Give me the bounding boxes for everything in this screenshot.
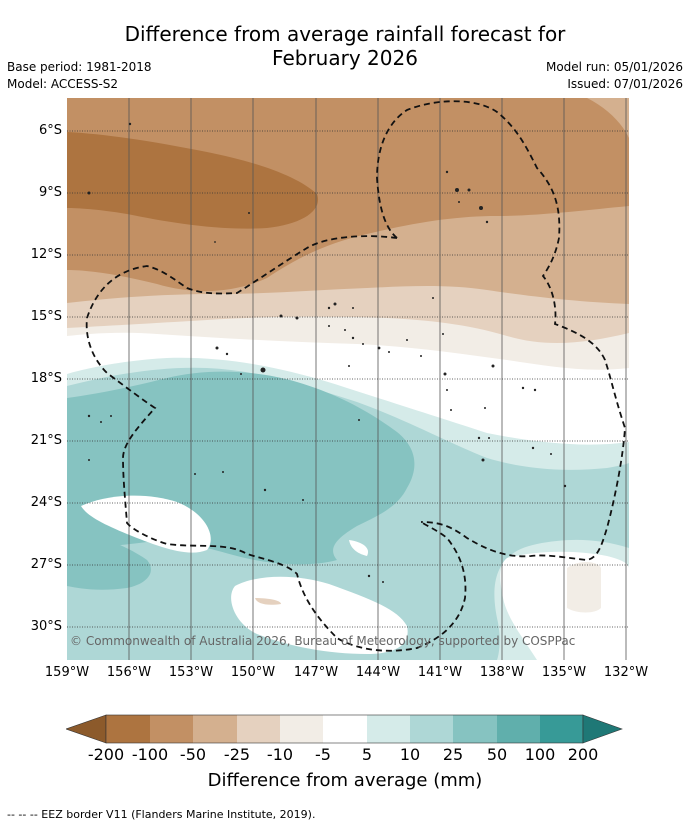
colorbar-segment [150, 715, 193, 743]
lat-label: 21°S [30, 433, 62, 448]
colorbar-extend-high [582, 714, 623, 744]
colorbar-tick: -5 [315, 745, 331, 764]
lon-label: 150°W [230, 665, 276, 680]
lat-label: 24°S [30, 495, 62, 510]
copyright-credit: © Commonwealth of Australia 2026, Bureau… [70, 634, 576, 648]
colorbar-segment [280, 715, 323, 743]
issued-date: Issued: 07/01/2026 [567, 77, 683, 91]
lon-label: 144°W [355, 665, 401, 680]
colorbar [66, 714, 623, 744]
colorbar-segments [106, 715, 583, 743]
colorbar-segment [323, 715, 367, 743]
map-title: Difference from average rainfall forecas… [0, 22, 690, 70]
colorbar-segment [410, 715, 453, 743]
colorbar-tick: -10 [266, 745, 294, 764]
colorbar-tick: -50 [179, 745, 207, 764]
colorbar-tick: 10 [399, 745, 421, 764]
eez-legend-note: -- -- -- EEZ border V11 (Flanders Marine… [7, 808, 316, 821]
colorbar-label: Difference from average (mm) [207, 770, 483, 791]
colorbar-tick: -200 [87, 745, 125, 764]
lat-label: 6°S [38, 123, 62, 138]
colorbar-tick: -25 [223, 745, 251, 764]
colorbar-segment [106, 715, 150, 743]
meta-right: Model run: 05/01/2026 Issued: 07/01/2026 [546, 59, 683, 93]
anomaly-band-minus-50 [67, 98, 629, 292]
lat-label: 15°S [30, 309, 62, 324]
lat-label: 27°S [30, 557, 62, 572]
title-line-1: Difference from average rainfall forecas… [124, 22, 566, 46]
islands [87, 122, 567, 583]
lat-label: 9°S [38, 185, 62, 200]
colorbar-segment [540, 715, 583, 743]
eez-border-french-polynesia [376, 100, 626, 561]
model-name: Model: ACCESS-S2 [7, 77, 119, 91]
near-average-patch [231, 576, 408, 654]
lon-label: 156°W [106, 665, 152, 680]
colorbar-segment [367, 715, 410, 743]
dry-patch [255, 598, 281, 605]
anomaly-band-minus-100 [67, 132, 319, 229]
lon-label: 153°W [168, 665, 214, 680]
near-average-patch [81, 495, 211, 553]
colorbar-segment [453, 715, 497, 743]
colorbar-segment [193, 715, 237, 743]
parallels [67, 130, 629, 628]
lon-label: 141°W [417, 665, 463, 680]
colorbar-tick: 50 [486, 745, 508, 764]
lon-label: 135°W [541, 665, 587, 680]
base-period: Base period: 1981-2018 [7, 60, 152, 74]
colorbar-tick: 200 [567, 745, 599, 764]
colorbar-segment [497, 715, 540, 743]
near-average-patch [349, 540, 369, 556]
meta-left: Base period: 1981-2018 Model: ACCESS-S2 [7, 59, 152, 93]
lon-label: 138°W [479, 665, 525, 680]
eez-border-cook-islands [85, 235, 467, 652]
lat-label: 12°S [30, 247, 62, 262]
colorbar-segment [237, 715, 280, 743]
lat-label: 30°S [30, 619, 62, 634]
anomaly-band-plus-25-south [67, 528, 151, 590]
colorbar-tick: -100 [131, 745, 169, 764]
colorbar-extend-low [66, 714, 107, 744]
lon-label: 132°W [603, 665, 649, 680]
title-line-2: February 2026 [272, 46, 418, 70]
dry-patch [567, 562, 601, 613]
lat-label: 18°S [30, 371, 62, 386]
colorbar-tick: 100 [524, 745, 556, 764]
colorbar-tick: 25 [442, 745, 464, 764]
rainfall-anomaly-map [67, 98, 629, 660]
lon-label: 147°W [293, 665, 339, 680]
model-run: Model run: 05/01/2026 [545, 60, 683, 74]
colorbar-tick: 5 [361, 745, 373, 764]
lon-label: 159°W [44, 665, 90, 680]
